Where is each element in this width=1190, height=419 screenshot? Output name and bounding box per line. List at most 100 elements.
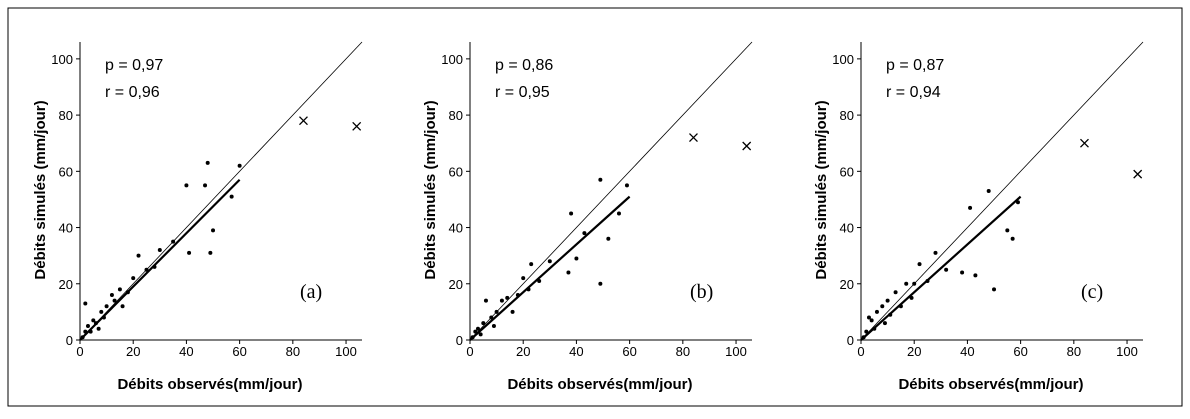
y-tick-label: 60: [59, 164, 73, 179]
point: [521, 276, 526, 281]
point: [510, 309, 515, 314]
point: [968, 205, 973, 210]
point: [237, 163, 242, 168]
point: [960, 270, 965, 275]
point: [99, 309, 104, 314]
point: [973, 273, 978, 278]
point: [136, 253, 141, 258]
thick-line: [469, 195, 631, 341]
point: [85, 323, 90, 328]
annotation: (a): [300, 281, 322, 303]
point: [1005, 228, 1010, 233]
annotation: p = 0,87: [886, 57, 944, 74]
panel: 0 20 40 60 80 100 0 20 40 60 80 100 Débits observés(…: [813, 41, 1144, 393]
point: [96, 326, 101, 331]
point: [505, 295, 510, 300]
point: [120, 304, 125, 309]
point: [904, 281, 909, 286]
y-tick-label: 40: [840, 221, 854, 236]
x-tick-label: 0: [857, 344, 864, 359]
point: [893, 290, 898, 295]
y-axis-label: Débits simulés (mm/jour): [422, 100, 439, 279]
y-tick-label: 80: [449, 108, 463, 123]
point: [882, 321, 887, 326]
point: [869, 318, 874, 323]
cross-point: [352, 121, 362, 131]
panel: 0 20 40 60 80 100 0 20 40 60 80 100 Débits observés(…: [32, 41, 363, 393]
x-tick-label: 20: [126, 344, 140, 359]
y-tick-label: 20: [840, 277, 854, 292]
point: [569, 211, 574, 216]
y-tick-label: 40: [59, 221, 73, 236]
y-tick-label: 0: [847, 333, 854, 348]
point: [203, 183, 208, 188]
point: [944, 267, 949, 272]
annotation: r = 0,96: [105, 84, 160, 101]
point: [598, 281, 603, 286]
point: [624, 183, 629, 188]
x-axis-label: Débits observés(mm/jour): [507, 376, 692, 393]
annotation: r = 0,94: [886, 84, 941, 101]
x-tick-label: 0: [76, 344, 83, 359]
x-tick-label: 100: [335, 344, 357, 359]
point: [606, 236, 611, 241]
point: [184, 183, 189, 188]
y-tick-label: 0: [456, 333, 463, 348]
point: [986, 189, 991, 193]
y-tick-label: 100: [832, 52, 854, 67]
thick-line: [860, 195, 1022, 341]
y-tick-label: 0: [66, 333, 73, 348]
x-tick-label: 20: [516, 344, 530, 359]
x-tick-label: 80: [286, 344, 300, 359]
point: [885, 298, 890, 303]
point: [117, 287, 122, 292]
x-tick-label: 60: [1013, 344, 1027, 359]
point: [473, 329, 478, 334]
y-axis-label: Débits simulés (mm/jour): [32, 100, 49, 279]
x-tick-label: 40: [569, 344, 583, 359]
point: [616, 211, 621, 216]
y-tick-label: 80: [59, 108, 73, 123]
point: [157, 248, 162, 253]
annotation: r = 0,95: [495, 84, 550, 101]
x-tick-label: 60: [622, 344, 636, 359]
point: [529, 262, 534, 267]
point: [109, 293, 114, 298]
point: [131, 276, 136, 281]
point: [598, 177, 603, 182]
annotation: (b): [690, 281, 713, 303]
point: [491, 323, 496, 328]
point: [481, 321, 486, 326]
y-tick-label: 100: [51, 52, 73, 67]
point: [499, 298, 504, 303]
y-tick-label: 80: [840, 108, 854, 123]
panel: 0 20 40 60 80 100 0 20 40 60 80 100 Débits observés(…: [422, 41, 753, 393]
x-tick-label: 80: [1067, 344, 1081, 359]
point: [229, 194, 234, 199]
point: [112, 298, 117, 303]
cross-point: [1133, 169, 1143, 179]
x-axis-label: Débits observés(mm/jour): [898, 376, 1083, 393]
x-tick-label: 100: [1116, 344, 1138, 359]
x-axis-label: Débits observés(mm/jour): [117, 376, 302, 393]
point: [483, 298, 488, 303]
y-tick-label: 60: [840, 164, 854, 179]
point: [933, 250, 938, 255]
y-tick-label: 20: [59, 277, 73, 292]
point: [1010, 236, 1015, 241]
x-tick-label: 40: [179, 344, 193, 359]
point: [566, 270, 571, 275]
x-tick-label: 80: [676, 344, 690, 359]
y-tick-label: 60: [449, 164, 463, 179]
y-tick-label: 100: [441, 52, 463, 67]
point: [211, 228, 216, 233]
y-tick-label: 40: [449, 221, 463, 236]
point: [83, 301, 88, 306]
y-tick-label: 20: [449, 277, 463, 292]
cross-point: [689, 133, 698, 143]
figure-border: [7, 7, 1183, 407]
annotation: p = 0,97: [105, 57, 163, 74]
point: [866, 315, 871, 320]
point: [864, 329, 869, 334]
